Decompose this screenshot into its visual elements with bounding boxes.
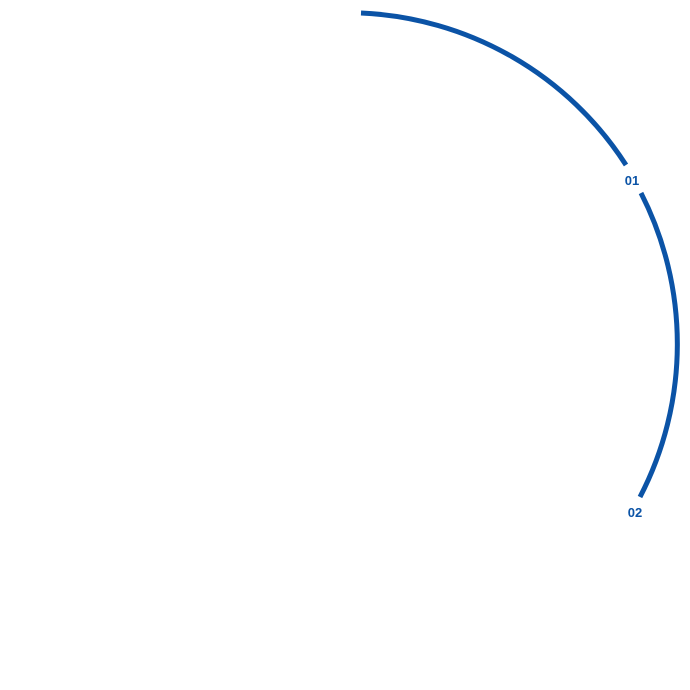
marker-label-02: 02 [628,505,642,520]
arc-segment-1 [360,10,629,167]
arc-segment-2 [637,191,680,499]
marker-label-01: 01 [625,173,639,188]
